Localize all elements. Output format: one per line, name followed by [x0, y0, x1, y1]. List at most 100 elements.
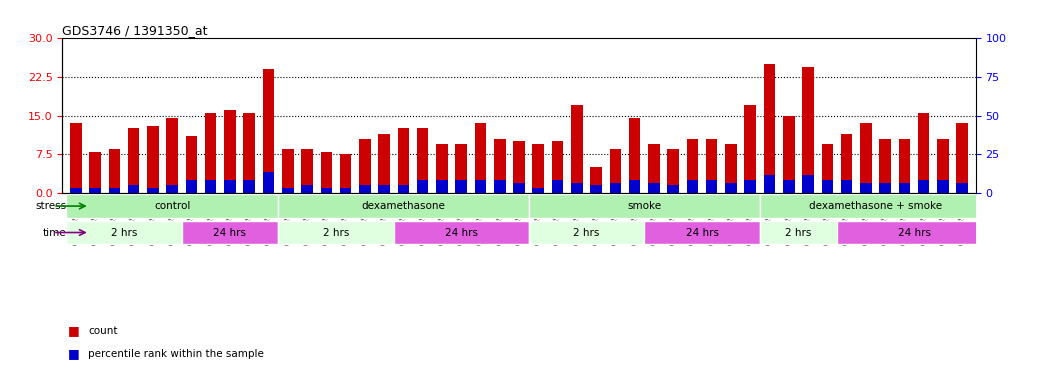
FancyBboxPatch shape [528, 221, 645, 245]
Bar [301, 185, 312, 193]
Bar [513, 141, 525, 193]
Bar [128, 185, 139, 193]
Bar [706, 180, 717, 193]
Bar [899, 139, 910, 193]
Bar [244, 180, 255, 193]
Bar [186, 180, 197, 193]
Bar [494, 139, 506, 193]
Bar [109, 188, 120, 193]
Bar [474, 123, 486, 193]
Bar [879, 139, 891, 193]
Bar [89, 152, 101, 193]
Bar [609, 149, 621, 193]
Bar [899, 182, 910, 193]
Bar [147, 188, 159, 193]
Text: 2 hrs: 2 hrs [785, 228, 812, 238]
Bar [109, 149, 120, 193]
Bar [282, 188, 294, 193]
FancyBboxPatch shape [278, 221, 393, 245]
Bar [244, 113, 255, 193]
Text: 24 hrs: 24 hrs [685, 228, 718, 238]
Bar [301, 149, 312, 193]
Bar [726, 144, 737, 193]
Text: dexamethasone + smoke: dexamethasone + smoke [809, 201, 943, 211]
Bar [918, 113, 929, 193]
Bar [339, 188, 351, 193]
Bar [532, 144, 544, 193]
Bar [706, 139, 717, 193]
Bar [359, 185, 371, 193]
Text: 24 hrs: 24 hrs [444, 228, 477, 238]
Bar [263, 69, 274, 193]
Text: dexamethasone: dexamethasone [361, 201, 445, 211]
Bar [436, 180, 447, 193]
Bar [802, 67, 814, 193]
Bar [186, 136, 197, 193]
Bar [802, 175, 814, 193]
FancyBboxPatch shape [760, 221, 837, 245]
Bar [687, 180, 699, 193]
FancyBboxPatch shape [66, 194, 278, 218]
Bar [609, 182, 621, 193]
Text: 2 hrs: 2 hrs [111, 228, 137, 238]
Text: count: count [88, 326, 117, 336]
Text: ■: ■ [67, 324, 79, 337]
Bar [166, 118, 177, 193]
Text: time: time [43, 228, 66, 238]
Bar [456, 144, 467, 193]
Bar [70, 188, 82, 193]
Bar [224, 180, 236, 193]
Text: 2 hrs: 2 hrs [323, 228, 349, 238]
Bar [224, 111, 236, 193]
FancyBboxPatch shape [528, 194, 760, 218]
FancyBboxPatch shape [182, 221, 278, 245]
Bar [591, 167, 602, 193]
Bar [841, 180, 852, 193]
Bar [359, 139, 371, 193]
Bar [571, 182, 582, 193]
Bar [744, 180, 756, 193]
Bar [417, 129, 429, 193]
Bar [687, 139, 699, 193]
Bar [398, 185, 409, 193]
Bar [726, 182, 737, 193]
Bar [821, 144, 834, 193]
Bar [474, 180, 486, 193]
Bar [841, 134, 852, 193]
Bar [783, 116, 794, 193]
Bar [378, 134, 390, 193]
Bar [494, 180, 506, 193]
Bar [861, 182, 872, 193]
Bar [918, 180, 929, 193]
Text: control: control [154, 201, 190, 211]
Bar [398, 129, 409, 193]
Bar [128, 129, 139, 193]
Bar [552, 180, 564, 193]
Bar [956, 182, 968, 193]
Bar [956, 123, 968, 193]
Text: GDS3746 / 1391350_at: GDS3746 / 1391350_at [62, 24, 208, 37]
FancyBboxPatch shape [393, 221, 528, 245]
Text: smoke: smoke [627, 201, 661, 211]
Bar [861, 123, 872, 193]
Bar [282, 149, 294, 193]
Text: ■: ■ [67, 347, 79, 360]
Bar [70, 123, 82, 193]
Bar [552, 141, 564, 193]
Bar [339, 154, 351, 193]
Bar [436, 144, 447, 193]
Bar [783, 180, 794, 193]
Bar [764, 175, 775, 193]
Text: 24 hrs: 24 hrs [898, 228, 930, 238]
Text: 24 hrs: 24 hrs [214, 228, 246, 238]
Bar [648, 182, 660, 193]
Bar [513, 182, 525, 193]
Bar [571, 105, 582, 193]
FancyBboxPatch shape [645, 221, 760, 245]
Bar [648, 144, 660, 193]
Bar [764, 64, 775, 193]
FancyBboxPatch shape [760, 194, 991, 218]
Text: 2 hrs: 2 hrs [573, 228, 600, 238]
Bar [667, 149, 679, 193]
Bar [378, 185, 390, 193]
